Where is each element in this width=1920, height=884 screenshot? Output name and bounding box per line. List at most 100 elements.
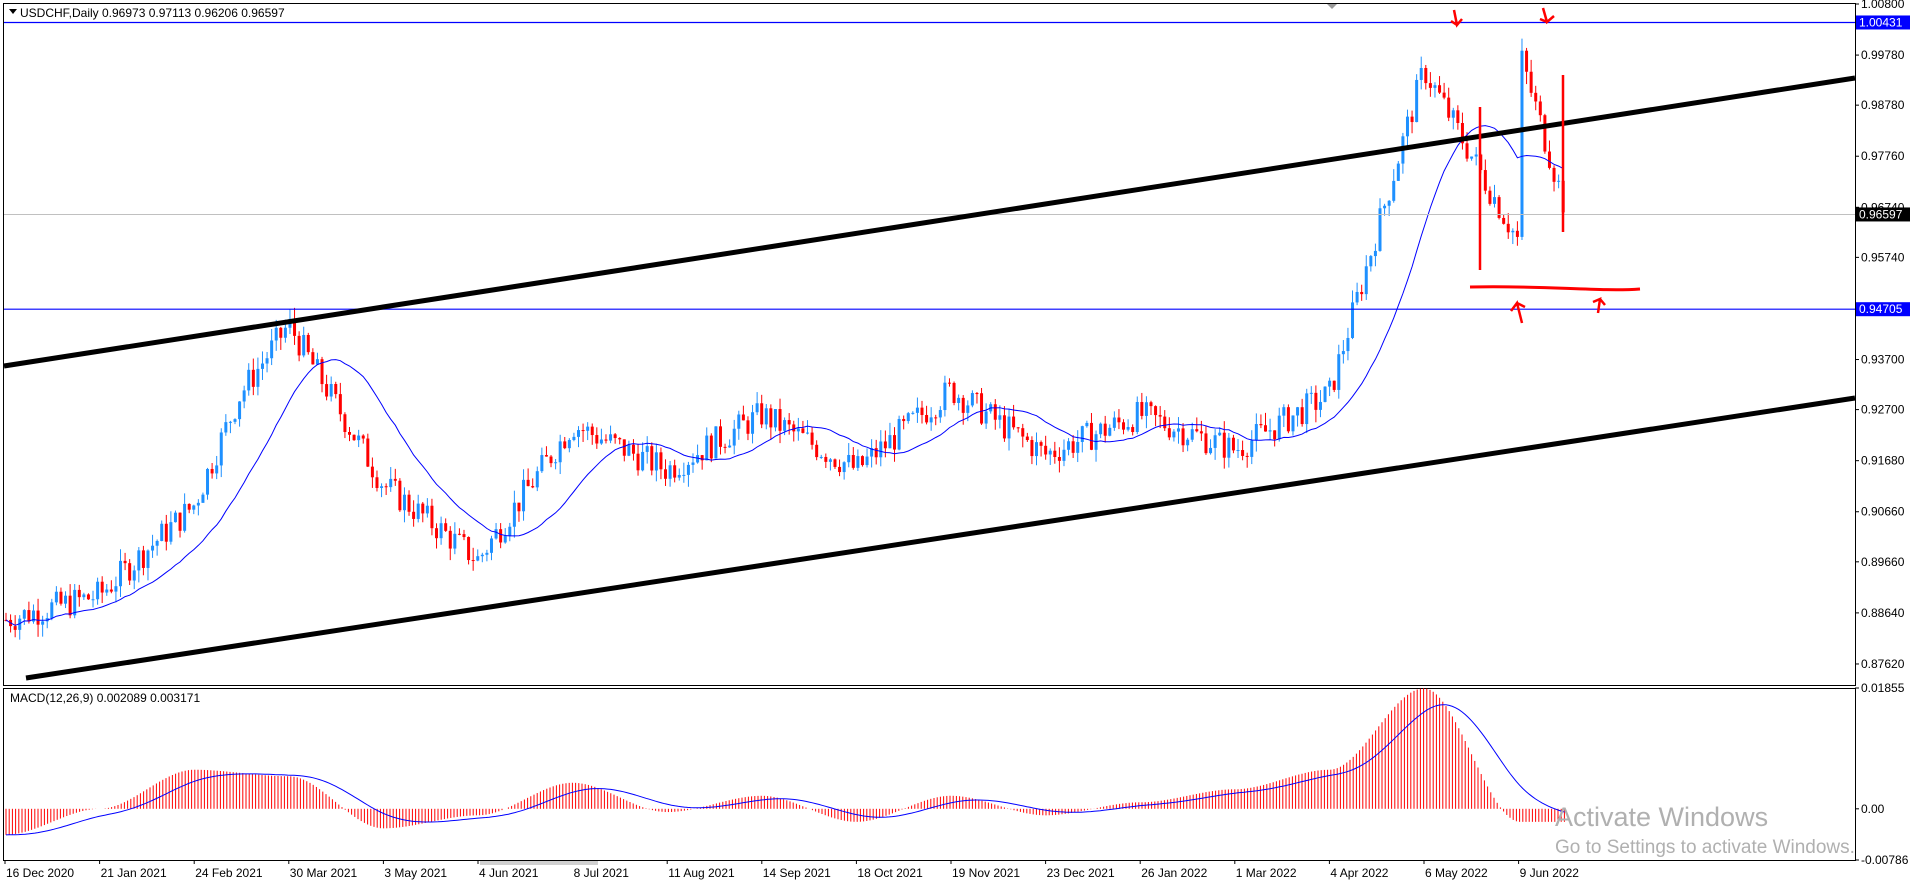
shift-marker-icon[interactable] bbox=[1327, 4, 1337, 9]
candle-body bbox=[494, 529, 498, 539]
candle-body bbox=[1035, 442, 1038, 457]
candle-body bbox=[810, 432, 814, 445]
candle-body bbox=[1099, 423, 1103, 435]
macd-y-tick-label: 0.01855 bbox=[1861, 681, 1905, 695]
candle-body bbox=[531, 486, 535, 488]
symbol-title: USDCHF,Daily bbox=[20, 6, 99, 20]
candle-body bbox=[764, 408, 768, 425]
candle-body bbox=[1016, 427, 1020, 429]
candle-body bbox=[1497, 197, 1501, 218]
candle-body bbox=[911, 412, 915, 414]
candle-body bbox=[247, 369, 251, 391]
y-tick-label: 0.91680 bbox=[1861, 454, 1905, 468]
candle-body bbox=[1534, 92, 1538, 102]
candle-body bbox=[1268, 430, 1272, 432]
x-tick-label: 24 Feb 2021 bbox=[195, 866, 263, 880]
candle-body bbox=[796, 428, 800, 432]
candle-body bbox=[476, 556, 480, 561]
candle-body bbox=[352, 434, 356, 441]
candle-body bbox=[558, 441, 562, 463]
candle-body bbox=[549, 456, 553, 464]
candle-body bbox=[1282, 407, 1286, 416]
candle-body bbox=[728, 445, 732, 448]
current-price-tag bbox=[1856, 207, 1910, 222]
candle-body bbox=[1291, 415, 1295, 432]
candle-body bbox=[22, 610, 26, 619]
candle-body bbox=[31, 610, 35, 622]
x-tick-label: 4 Jun 2021 bbox=[479, 866, 539, 880]
candle-body bbox=[833, 459, 837, 467]
down-arrow-icon bbox=[1450, 9, 1463, 28]
candle-body bbox=[1337, 354, 1341, 390]
candle-body bbox=[1112, 417, 1116, 428]
candle-body bbox=[508, 526, 512, 536]
candle-body bbox=[824, 456, 828, 462]
current-price-label: 0.96597 bbox=[1859, 207, 1903, 221]
candle-body bbox=[1227, 437, 1231, 458]
candle-body bbox=[348, 431, 351, 435]
price-panel[interactable] bbox=[3, 3, 1856, 686]
candle-body bbox=[714, 426, 718, 459]
candle-body bbox=[1190, 429, 1194, 440]
scroll-tab[interactable] bbox=[480, 861, 598, 865]
macd-panel[interactable] bbox=[3, 688, 1856, 861]
candle-body bbox=[1346, 337, 1350, 352]
candle-body bbox=[769, 408, 773, 428]
candle-body bbox=[196, 502, 200, 506]
candle-body bbox=[1053, 450, 1057, 457]
lower-trendline[interactable] bbox=[25, 395, 1856, 681]
candle-body bbox=[1433, 85, 1437, 88]
candle-body bbox=[1341, 351, 1345, 355]
candle-body bbox=[902, 418, 906, 422]
candle-body bbox=[105, 589, 109, 593]
candle-body bbox=[1241, 450, 1245, 456]
candle-body bbox=[815, 444, 819, 458]
candle-body bbox=[682, 474, 686, 476]
candle-body bbox=[897, 418, 901, 450]
candle-body bbox=[755, 403, 759, 413]
candle-body bbox=[68, 595, 72, 616]
candle-body bbox=[137, 550, 141, 571]
candle-body bbox=[984, 411, 988, 424]
candle-body bbox=[1506, 223, 1510, 233]
candle-body bbox=[302, 334, 306, 356]
candle-body bbox=[526, 479, 530, 487]
candle-body bbox=[1502, 217, 1506, 224]
macd-y-tick-label: -0.00786 bbox=[1861, 853, 1909, 867]
candle-body bbox=[1030, 440, 1034, 457]
y-tick-label: 0.99780 bbox=[1861, 48, 1905, 62]
candle-body bbox=[430, 505, 434, 529]
candle-body bbox=[865, 456, 869, 466]
candle-body bbox=[998, 415, 1002, 420]
candle-body bbox=[1410, 116, 1414, 123]
candle-body bbox=[1012, 416, 1016, 428]
candle-body bbox=[173, 512, 177, 523]
candle-body bbox=[783, 420, 787, 431]
candle-body bbox=[828, 459, 832, 462]
upper-trendline[interactable] bbox=[3, 75, 1856, 369]
candle-body bbox=[1456, 110, 1460, 124]
candle-body bbox=[201, 494, 205, 503]
candle-body bbox=[1387, 200, 1391, 206]
candle-body bbox=[1309, 392, 1313, 394]
candle-body bbox=[251, 369, 255, 387]
candle-body bbox=[760, 403, 764, 425]
macd-title: MACD(12,26,9) 0.002089 0.003171 bbox=[10, 691, 200, 705]
candle-body bbox=[1002, 415, 1006, 439]
candle-body bbox=[709, 435, 713, 459]
candle-body bbox=[1323, 386, 1327, 402]
candle-body bbox=[1044, 445, 1048, 455]
menu-triangle-icon[interactable] bbox=[9, 9, 17, 14]
candle-body bbox=[1511, 230, 1515, 233]
candle-body bbox=[343, 414, 347, 432]
candle-body bbox=[439, 523, 443, 539]
x-tick-label: 8 Jul 2021 bbox=[574, 866, 630, 880]
candle-body bbox=[141, 550, 145, 568]
candle-body bbox=[1314, 392, 1318, 410]
candle-body bbox=[54, 591, 58, 603]
candle-body bbox=[398, 480, 402, 511]
candle-body bbox=[1383, 205, 1387, 209]
x-tick-label: 14 Sep 2021 bbox=[763, 866, 831, 880]
candle-body bbox=[641, 451, 645, 471]
